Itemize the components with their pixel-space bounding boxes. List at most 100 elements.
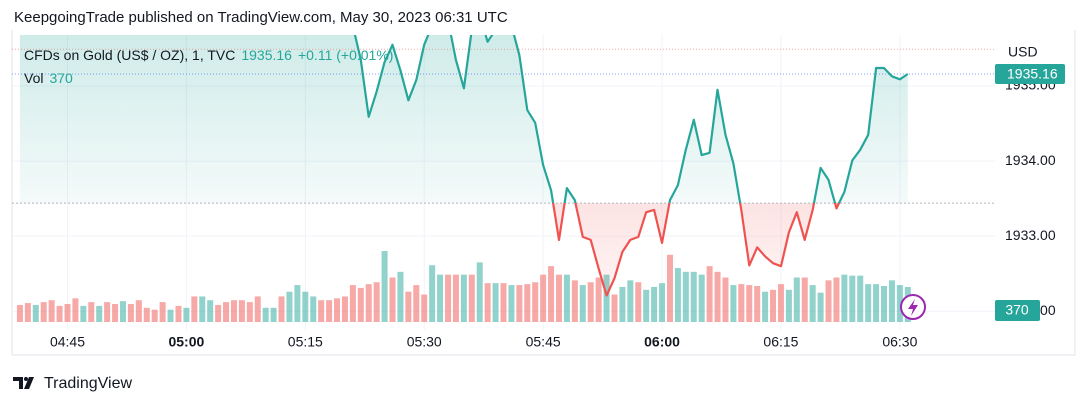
volume-bar [151, 309, 158, 322]
volume-bar [159, 302, 166, 322]
volume-bar [230, 300, 237, 322]
volume-bar [722, 277, 729, 322]
volume-bar [429, 265, 436, 322]
volume-bar [666, 254, 673, 322]
volume-bar [841, 274, 848, 322]
volume-bar [881, 286, 888, 322]
volume-bar [770, 289, 777, 322]
volume-bar [516, 285, 523, 322]
x-tick-label: 05:15 [288, 334, 323, 350]
price-line [353, 35, 909, 297]
volume-bar [262, 307, 269, 322]
volume-bar [579, 285, 586, 322]
volume-bar [587, 282, 594, 322]
volume-bar [365, 284, 372, 322]
volume-bar [167, 309, 174, 322]
volume-bar [627, 280, 634, 322]
volume-bar [437, 274, 444, 322]
x-tick-label: 05:45 [526, 334, 561, 350]
volume-bar [135, 300, 142, 322]
volume-bar [64, 304, 71, 322]
volume-bar [524, 284, 531, 322]
volume-bar [405, 291, 412, 322]
volume-bar [706, 266, 713, 322]
volume-bar [555, 274, 562, 322]
volume-bar [690, 271, 697, 322]
price-area [19, 35, 908, 296]
volume-bar [246, 302, 253, 322]
x-tick-label: 05:30 [407, 334, 442, 350]
volume-bar [24, 303, 31, 322]
volume-bar [373, 282, 380, 322]
volume-bar [476, 262, 483, 322]
volume-bar [294, 285, 301, 322]
volume-bar [96, 305, 103, 322]
publish-info: KeepgoingTrade published on TradingView.… [14, 9, 508, 26]
volume-bar [357, 287, 364, 322]
volume-bar [302, 291, 309, 322]
volume-bar [48, 300, 55, 322]
volume-bar [785, 289, 792, 322]
volume-bar [611, 294, 618, 322]
volume-bar [278, 296, 285, 322]
currency-label: USD [1008, 44, 1038, 60]
x-tick-label: 06:30 [882, 334, 917, 350]
legend: CFDs on Gold (US$ / OZ), 1, TVC 1935.16 +0… [24, 47, 399, 63]
volume-bar [500, 283, 507, 322]
volume-bar [674, 268, 681, 322]
volume-bar [777, 284, 784, 322]
x-tick-label: 06:00 [644, 334, 680, 350]
volume-bar [817, 292, 824, 322]
volume-bar [421, 294, 428, 322]
volume-bar [540, 274, 547, 322]
volume-bar [80, 305, 87, 322]
volume-bar [698, 274, 705, 322]
volume-bar [801, 277, 808, 322]
last-price: 1935.16 [241, 47, 292, 63]
volume-bar [445, 274, 452, 322]
volume-bar [381, 251, 388, 322]
volume-bar [389, 277, 396, 322]
volume-bar [762, 291, 769, 322]
volume-bar [215, 304, 222, 322]
volume-bar [857, 275, 864, 322]
volume-value: 370 [49, 70, 73, 86]
volume-bar [207, 300, 214, 322]
volume-bar [508, 285, 515, 322]
volume-bar [643, 289, 650, 322]
volume-bar [40, 302, 47, 322]
volume-bar [714, 271, 721, 322]
volume-bar [112, 304, 119, 322]
volume-bar [32, 304, 39, 322]
volume-legend: Vol 370 [24, 70, 79, 86]
volume-bar [119, 301, 126, 322]
volume-bar [175, 305, 182, 322]
volume-bar [492, 283, 499, 322]
volume-bar [127, 304, 134, 322]
volume-bar [56, 305, 63, 322]
volume-bar [825, 280, 832, 322]
volume-bar [563, 274, 570, 322]
volume-bar [571, 280, 578, 322]
last-price-badge [995, 64, 1065, 85]
volume-bar [183, 307, 190, 322]
last-price-badge-label: 1935.16 [1007, 66, 1058, 82]
volume-bar [223, 302, 230, 322]
volume-badge-label: 370 [1005, 302, 1029, 318]
volume-bar [468, 274, 475, 322]
volume-bar [659, 283, 666, 322]
volume-bar [865, 284, 872, 322]
x-tick-label: 05:00 [168, 334, 204, 350]
volume-bar [341, 296, 348, 322]
volume-bar [238, 300, 245, 322]
x-tick-label: 06:15 [763, 334, 798, 350]
volume-bar [88, 302, 95, 322]
volume-bar [413, 285, 420, 322]
volume-bar [873, 284, 880, 322]
alert-icon[interactable] [900, 294, 926, 320]
volume-bar [143, 307, 150, 322]
volume-bar [452, 274, 459, 322]
volume-bar [460, 274, 467, 322]
volume-bar [72, 298, 79, 322]
volume-bar [896, 285, 903, 322]
